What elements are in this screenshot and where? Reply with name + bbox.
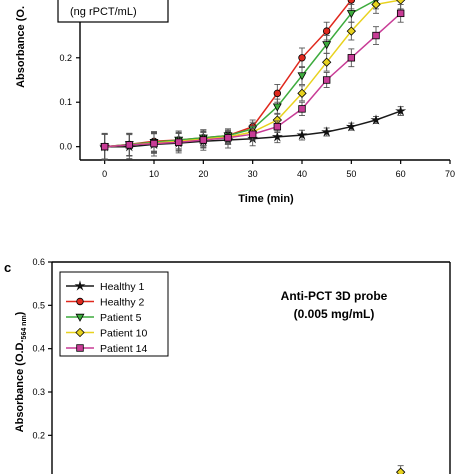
data-point-healthy-1 <box>296 129 308 140</box>
bottom-y-ticks: 0.10.20.30.40.50.6 <box>32 257 52 474</box>
probe-annotation-line1: Anti-PCT 3D probe <box>281 289 388 303</box>
top-legend-box-text: (ng rPCT/mL) <box>70 6 137 18</box>
legend-marker-healthy-2 <box>76 297 84 306</box>
data-point-patient-14 <box>100 142 109 151</box>
data-point-patient-14 <box>199 136 208 144</box>
top-x-tick-label: 60 <box>396 169 406 179</box>
legend-marker-patient-14 <box>76 344 84 352</box>
data-point-patient-14 <box>322 76 331 84</box>
legend-item-patient-14: Patient 14 <box>66 343 147 355</box>
legend-item-healthy-2: Healthy 2 <box>66 297 145 309</box>
data-point-healthy-1 <box>321 126 333 137</box>
data-point-healthy-2 <box>322 27 331 35</box>
data-point-patient-14 <box>347 54 356 62</box>
data-point-patient-10 <box>297 88 307 98</box>
data-point-patient-10 <box>396 0 406 5</box>
legend-item-patient-5: Patient 5 <box>66 312 142 324</box>
bottom-y-tick-label: 0.4 <box>32 344 45 354</box>
probe-annotation-line2: (0.005 mg/mL) <box>294 307 375 321</box>
data-point-healthy-2 <box>298 54 306 62</box>
data-point-patient-5 <box>322 41 332 50</box>
top-x-tick-label: 70 <box>445 169 455 179</box>
series-patient-14 <box>100 3 405 160</box>
data-point-healthy-1 <box>345 120 357 132</box>
data-point-healthy-1 <box>271 131 283 142</box>
top-y-tick-label: 0.0 <box>59 142 72 152</box>
bottom-chart-panel: c 0.10.20.30.40.50.6 Absorbance (O.D.564… <box>4 257 451 474</box>
data-point-patient-14 <box>224 134 232 142</box>
top-series-group <box>99 0 407 161</box>
bottom-y-tick-label: 0.2 <box>32 430 45 440</box>
data-point-patient-14 <box>396 9 405 18</box>
top-y-ticks: 0.00.10.20.3 <box>59 8 80 152</box>
legend-label: Healthy 2 <box>100 297 145 309</box>
top-y-axis-label: Absorbance (O. <box>15 6 27 88</box>
legend-marker-patient-10 <box>75 327 85 338</box>
bottom-y-axis-label: Absorbance (O.D.564 nm) <box>14 311 28 432</box>
bottom-y-tick-label: 0.3 <box>32 387 45 397</box>
top-x-axis-label: Time (min) <box>238 193 294 205</box>
data-point-healthy-2 <box>273 89 282 98</box>
series-patient-5 <box>100 0 379 160</box>
legend-label: Healthy 1 <box>100 281 145 293</box>
data-point-patient-10 <box>322 57 332 67</box>
data-point-patient-14 <box>174 138 183 146</box>
legend-marker-patient-5 <box>75 313 85 322</box>
data-point-patient-14 <box>372 31 380 40</box>
ylabel-subscript: 564 nm <box>21 315 28 339</box>
data-point-patient-14 <box>298 105 306 113</box>
data-point-patient-14 <box>125 141 134 149</box>
bottom-y-tick-label: 0.6 <box>32 257 45 267</box>
data-point-patient-14 <box>273 122 282 131</box>
bottom-visible-points <box>396 465 406 474</box>
legend-label: Patient 5 <box>100 312 142 324</box>
ylabel-close: ) <box>14 311 26 315</box>
data-point-healthy-2 <box>347 0 356 4</box>
data-point-patient-10 <box>371 0 381 10</box>
top-x-tick-label: 0 <box>102 169 107 179</box>
data-point-patient-5 <box>272 103 282 112</box>
data-point-healthy-1 <box>395 105 407 116</box>
bottom-legend: Healthy 1 Healthy 2 Patient 5 Patient 10 Pat… <box>66 280 147 355</box>
data-point-healthy-1 <box>370 114 382 125</box>
top-x-ticks: 0 10 20 30 40 50 60 70 <box>102 160 455 179</box>
data-point-patient-10 <box>346 26 356 36</box>
data-point-patient-14 <box>248 130 257 138</box>
panel-label-c: c <box>4 260 11 275</box>
top-x-tick-label: 10 <box>149 169 159 179</box>
top-x-tick-label: 20 <box>198 169 208 179</box>
top-x-tick-label: 30 <box>248 169 258 179</box>
data-point-patient-5 <box>297 72 307 81</box>
bottom-y-tick-label: 0.5 <box>32 300 45 310</box>
legend-item-healthy-1: Healthy 1 <box>66 280 145 293</box>
legend-label: Patient 10 <box>100 328 147 340</box>
data-point-patient-5 <box>346 10 356 19</box>
data-point-patient-10 <box>396 467 406 474</box>
legend-marker-healthy-1 <box>74 280 86 291</box>
legend-item-patient-10: Patient 10 <box>66 328 147 340</box>
top-y-tick-label: 0.1 <box>59 97 72 107</box>
data-point-patient-14 <box>150 139 158 148</box>
top-legend-box <box>57 0 169 23</box>
top-y-tick-label: 0.2 <box>59 53 72 63</box>
legend-label: Patient 14 <box>100 343 147 355</box>
top-x-tick-label: 40 <box>297 169 307 179</box>
top-x-tick-label: 50 <box>346 169 356 179</box>
